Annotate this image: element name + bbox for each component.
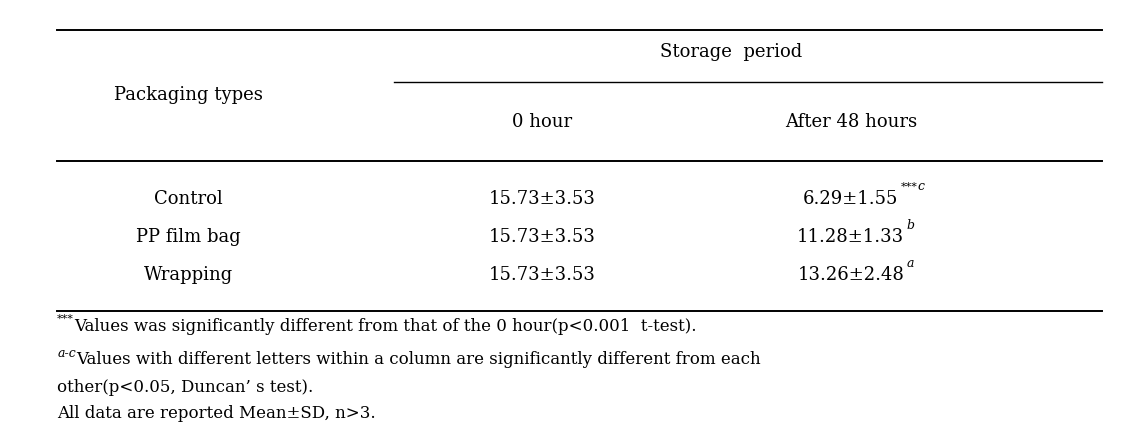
- Text: c: c: [918, 181, 925, 193]
- Text: 15.73±3.53: 15.73±3.53: [489, 228, 596, 246]
- Text: Packaging types: Packaging types: [114, 86, 263, 104]
- Text: 13.26±2.48: 13.26±2.48: [797, 266, 904, 284]
- Text: 6.29±1.55: 6.29±1.55: [803, 190, 899, 208]
- Text: Control: Control: [154, 190, 223, 208]
- Text: Values was significantly different from that of the 0 hour(p<0.001  t-test).: Values was significantly different from …: [74, 318, 697, 335]
- Text: 11.28±1.33: 11.28±1.33: [797, 228, 904, 246]
- Text: PP film bag: PP film bag: [136, 228, 241, 246]
- Text: other(p<0.05, Duncan’ s test).: other(p<0.05, Duncan’ s test).: [57, 379, 313, 396]
- Text: After 48 hours: After 48 hours: [785, 113, 917, 131]
- Text: b: b: [907, 219, 915, 231]
- Text: 0 hour: 0 hour: [513, 113, 572, 131]
- Text: Storage  period: Storage period: [660, 43, 802, 61]
- Text: Wrapping: Wrapping: [144, 266, 233, 284]
- Text: ***: ***: [57, 314, 74, 324]
- Text: a: a: [907, 257, 914, 269]
- Text: Values with different letters within a column are significantly different from e: Values with different letters within a c…: [75, 351, 761, 368]
- Text: All data are reported Mean±SD, n>3.: All data are reported Mean±SD, n>3.: [57, 405, 376, 422]
- Text: 15.73±3.53: 15.73±3.53: [489, 266, 596, 284]
- Text: a-c: a-c: [57, 347, 75, 360]
- Text: 15.73±3.53: 15.73±3.53: [489, 190, 596, 208]
- Text: ***: ***: [901, 182, 918, 192]
